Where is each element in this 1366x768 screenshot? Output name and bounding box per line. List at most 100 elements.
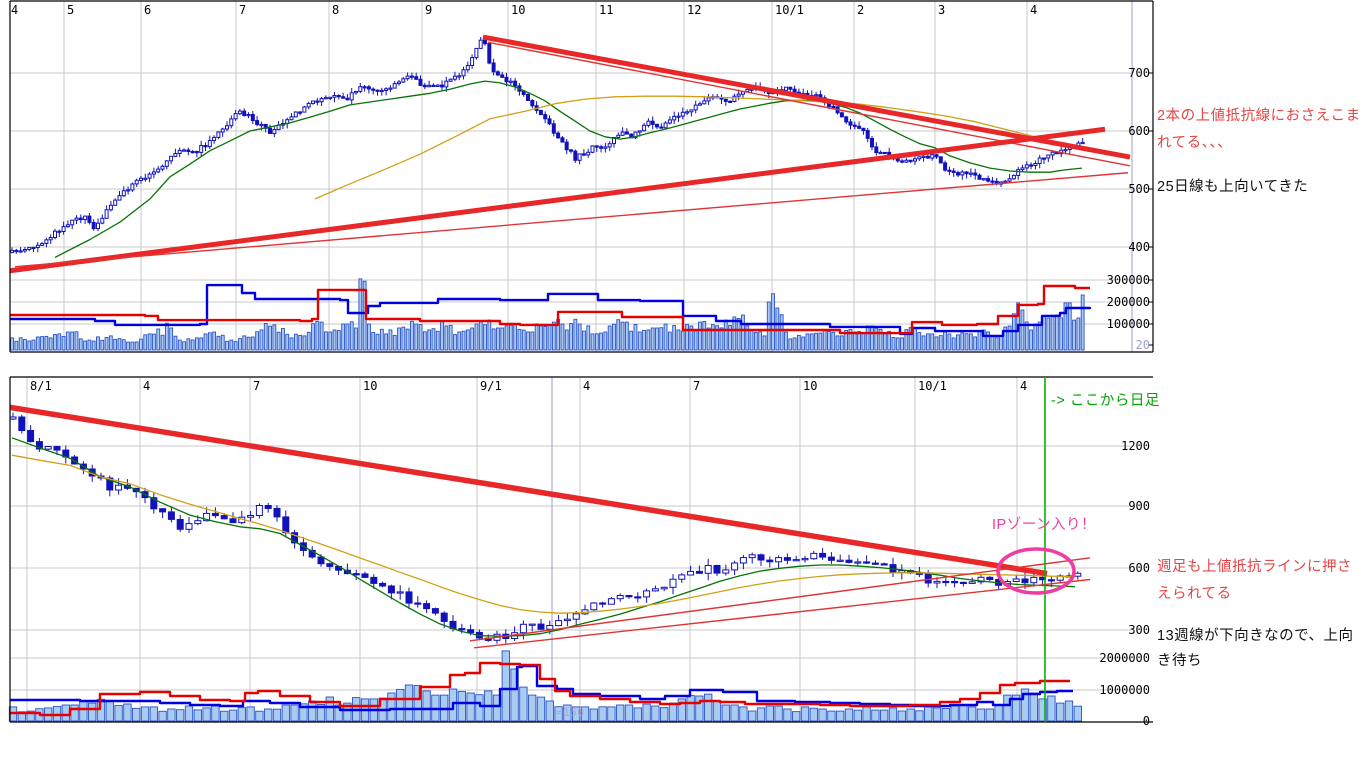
candle-up [1030,576,1038,584]
volume-bar [862,706,871,722]
candle-up [199,145,204,153]
candle-down [964,171,969,175]
volume-bar [870,325,874,351]
volume-bar [800,706,810,722]
volume-bar [121,339,126,351]
volume-bar [57,333,62,351]
x-axis-tick-label: 10 [511,3,525,17]
margin-buy-line [10,283,1092,338]
volume-bar [156,328,161,351]
volume-bar [534,323,539,351]
candle-up [676,115,681,118]
volume-bar [874,327,879,351]
volume-bar [784,331,788,351]
volume-bar [225,340,229,351]
volume-bar [100,339,105,351]
candle-up [933,580,941,584]
volume-bar [65,331,70,351]
ip-zone-ellipse [996,547,1076,595]
volume-bar [959,703,968,722]
candle-up [388,87,393,90]
volume-bar [792,337,797,351]
x-axis-tick-label: 4 [1030,3,1037,17]
volume-bar [895,337,900,351]
volume-bar [616,319,621,351]
x-axis-tick-label: 12 [687,3,701,17]
candle-down [159,508,167,513]
volume-bar [719,327,724,351]
volume-bar [519,686,528,722]
candle-down [375,89,380,92]
volume-bar [586,325,591,351]
candle-up [328,96,333,100]
volume-bar [941,708,950,722]
volume-bar [577,323,582,351]
candle-up [546,625,554,630]
volume-bar [836,710,845,722]
candle-down [282,516,290,534]
ma-long-line [314,95,1061,200]
volume-bar [528,694,537,722]
volume-bar [865,325,870,351]
volume-bar [951,337,956,351]
volume-bar [113,338,118,351]
volume-bar [590,333,595,351]
volume-bar [211,705,220,722]
x-axis-tick-label: 3 [938,3,945,17]
volume-bar [167,708,176,722]
volume-bar [721,704,730,722]
volume-bar [880,709,889,722]
candle-up [379,89,384,93]
volume-bar [728,325,732,351]
volume-bar [956,334,960,351]
candle-up [461,69,466,77]
candle-down [973,172,978,176]
volume-bar [835,335,840,351]
candle-up [921,155,926,159]
volume-bar [818,332,823,351]
volume-bar [766,301,771,351]
volume-bar [745,325,750,351]
candle-up [96,222,100,230]
candle-down [440,84,444,88]
x-axis-tick-label: 7 [253,379,260,393]
volume-bar [448,324,453,351]
volume-bar [1047,695,1056,722]
volume-bar [496,327,500,351]
candle-down [326,563,334,567]
volume-bar [589,708,598,722]
volume-bar [1007,325,1012,351]
volume-bar [663,323,668,351]
volume-bar [513,323,518,351]
volume-bar [973,336,978,351]
candle-up [113,199,118,206]
volume-bar [396,688,405,722]
volume-bar [302,335,307,351]
volume-bar [607,706,616,722]
volume-bar [530,331,535,351]
candle-down [951,170,956,173]
candle-up [164,160,169,167]
volume-bar [736,317,741,351]
candle-down [431,608,439,614]
volume-bar [272,708,282,722]
candle-down [880,563,888,566]
candle-down [317,556,325,565]
candle-down [852,124,857,127]
candle-down [18,416,26,431]
x-axis-tick-label: 11 [599,3,613,17]
candle-up [586,151,591,156]
volume-bar [285,333,290,351]
volume-bar [774,705,783,722]
candle-down [947,169,952,172]
volume-bar [186,338,191,351]
candle-up [508,80,513,83]
volume-bar [878,328,883,351]
candle-down [871,562,879,565]
volume-bar [281,327,285,351]
candle-up [704,565,712,574]
candle-down [366,86,371,90]
volume-bar [599,332,603,351]
volume-bar [964,333,969,351]
candle-down [530,100,535,107]
